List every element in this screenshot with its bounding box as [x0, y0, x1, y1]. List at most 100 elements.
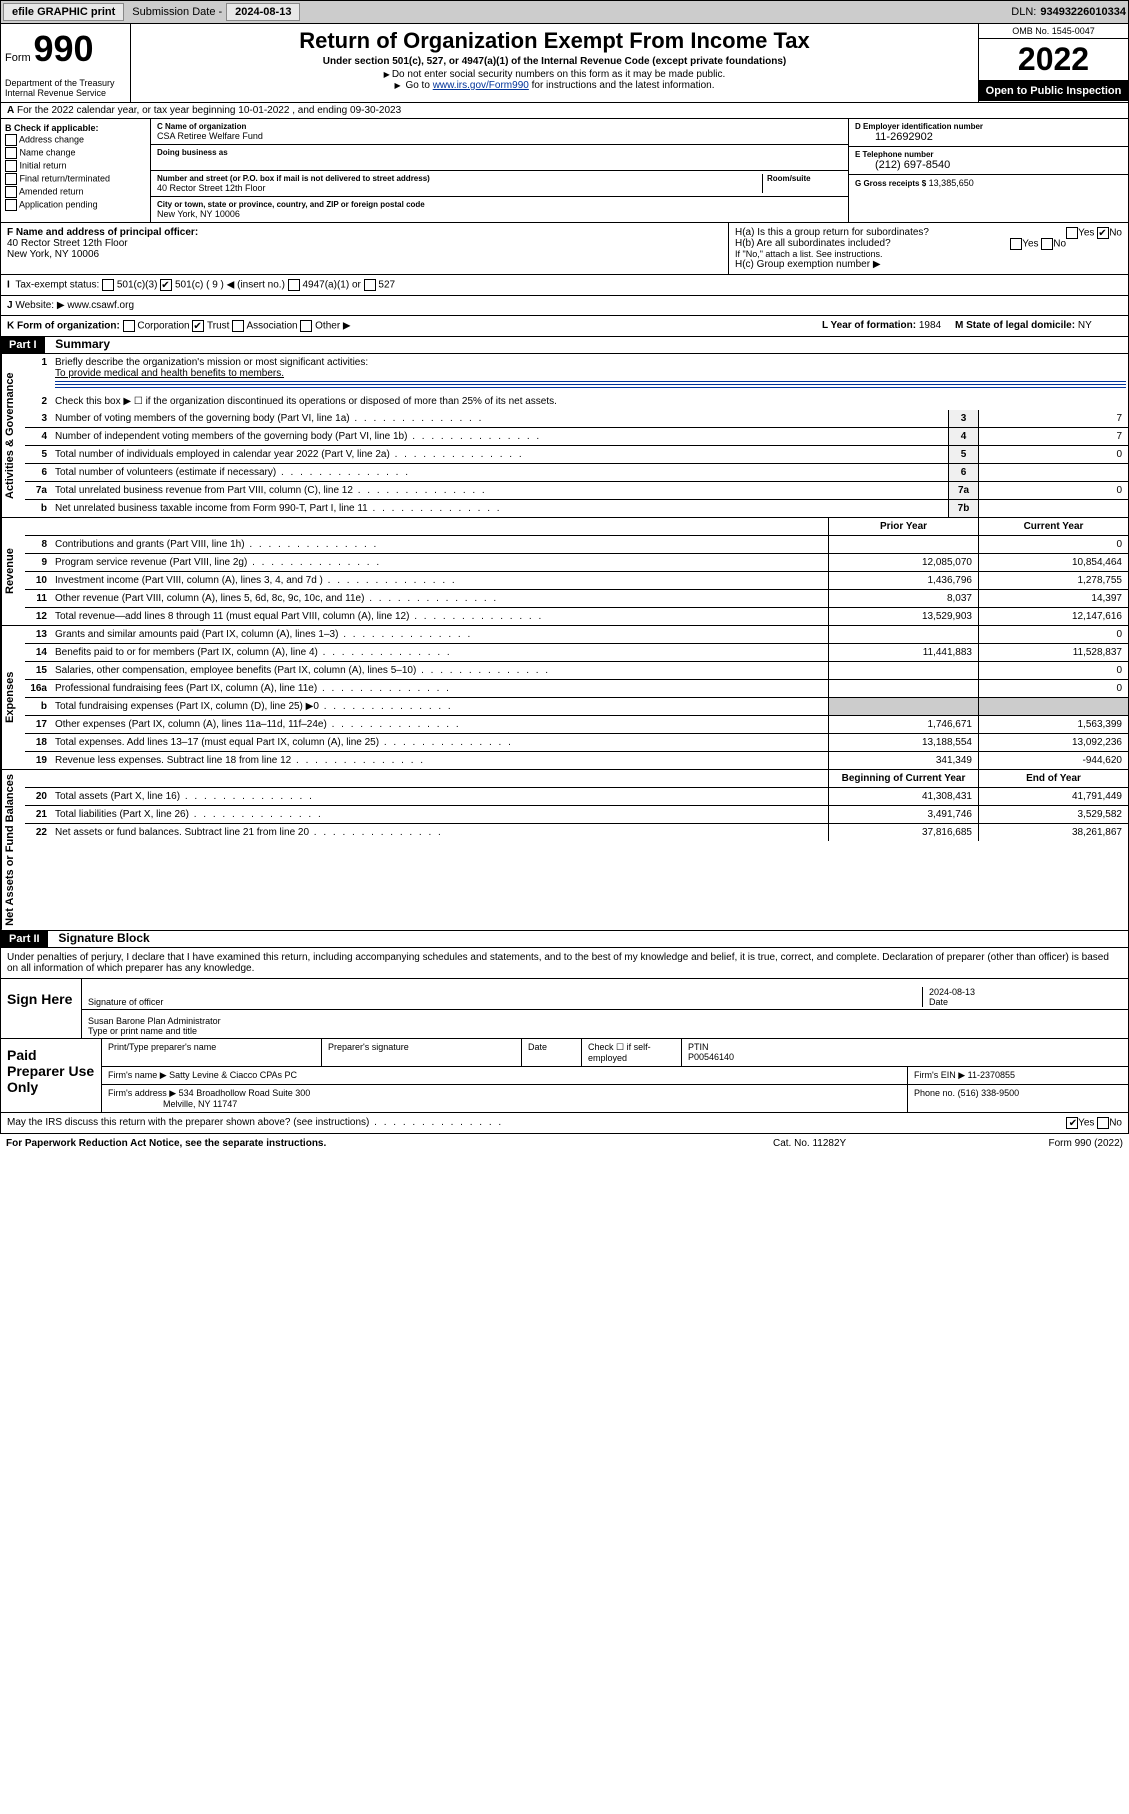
firm-name: Satty Levine & Ciacco CPAs PC: [169, 1070, 297, 1080]
cb-4947[interactable]: [288, 279, 300, 291]
note-link: Go to www.irs.gov/Form990 for instructio…: [135, 80, 974, 91]
sign-here-block: Sign Here Signature of officer 2024-08-1…: [0, 979, 1129, 1039]
gov-row-6: 6 Total number of volunteers (estimate i…: [25, 464, 1128, 482]
gov-row-5: 5 Total number of individuals employed i…: [25, 446, 1128, 464]
line-14: 14 Benefits paid to or for members (Part…: [25, 644, 1128, 662]
mission-text: To provide medical and health benefits t…: [55, 368, 284, 379]
open-public-badge: Open to Public Inspection: [979, 81, 1128, 101]
tab-expenses: Expenses: [1, 626, 25, 769]
tab-netassets: Net Assets or Fund Balances: [1, 770, 25, 930]
ptin-value: P00546140: [688, 1052, 734, 1062]
cb-assoc[interactable]: [232, 320, 244, 332]
expenses-section: Expenses 13 Grants and similar amounts p…: [0, 626, 1129, 770]
form-label: Form: [5, 52, 31, 64]
col-c-org-info: C Name of organization CSA Retiree Welfa…: [151, 119, 848, 222]
officer-addr1: 40 Rector Street 12th Floor: [7, 238, 722, 249]
telephone-value: (212) 697-8540: [855, 159, 1122, 171]
cb-name-change[interactable]: [5, 147, 17, 159]
row-klm: K Form of organization: Corporation Trus…: [0, 316, 1129, 337]
line-19: 19 Revenue less expenses. Subtract line …: [25, 752, 1128, 769]
tax-year: 2022: [979, 39, 1128, 81]
form-number: 990: [33, 28, 93, 69]
cb-initial-return[interactable]: [5, 160, 17, 172]
line-22: 22 Net assets or fund balances. Subtract…: [25, 824, 1128, 841]
cb-corp[interactable]: [123, 320, 135, 332]
tab-revenue: Revenue: [1, 518, 25, 625]
line-17: 17 Other expenses (Part IX, column (A), …: [25, 716, 1128, 734]
netassets-section: Net Assets or Fund Balances Beginning of…: [0, 770, 1129, 931]
discuss-row: May the IRS discuss this return with the…: [0, 1113, 1129, 1134]
cb-501c[interactable]: [160, 279, 172, 291]
firm-addr1: 534 Broadhollow Road Suite 300: [179, 1088, 311, 1098]
row-j-website: J Website: ▶ www.csawf.org: [0, 296, 1129, 316]
cb-address-change[interactable]: [5, 134, 17, 146]
line-15: 15 Salaries, other compensation, employe…: [25, 662, 1128, 680]
part1-header: Part I Summary: [0, 337, 1129, 354]
officer-addr2: New York, NY 10006: [7, 249, 722, 260]
cb-527[interactable]: [364, 279, 376, 291]
cb-ha-yes[interactable]: [1066, 227, 1078, 239]
officer-name: Susan Barone Plan Administrator: [88, 1016, 1122, 1026]
gov-row-7a: 7a Total unrelated business revenue from…: [25, 482, 1128, 500]
line-12: 12 Total revenue—add lines 8 through 11 …: [25, 608, 1128, 625]
cb-hb-yes[interactable]: [1010, 238, 1022, 250]
year-formation: 1984: [919, 320, 941, 331]
paid-preparer-block: Paid Preparer Use Only Print/Type prepar…: [0, 1039, 1129, 1113]
cb-ha-no[interactable]: [1097, 227, 1109, 239]
footer: For Paperwork Reduction Act Notice, see …: [0, 1134, 1129, 1153]
firm-ein: 11-2370855: [968, 1070, 1015, 1080]
dln-value: 93493226010334: [1040, 6, 1126, 18]
org-address: 40 Rector Street 12th Floor: [157, 183, 762, 193]
line-9: 9 Program service revenue (Part VIII, li…: [25, 554, 1128, 572]
cb-application-pending[interactable]: [5, 199, 17, 211]
line-10: 10 Investment income (Part VIII, column …: [25, 572, 1128, 590]
sign-date: 2024-08-13: [929, 987, 1122, 997]
irs-link[interactable]: www.irs.gov/Form990: [433, 80, 529, 91]
line-8: 8 Contributions and grants (Part VIII, l…: [25, 536, 1128, 554]
header-block-bcdefg: B Check if applicable: Address change Na…: [0, 119, 1129, 223]
note-ssn: Do not enter social security numbers on …: [135, 69, 974, 80]
line-11: 11 Other revenue (Part VIII, column (A),…: [25, 590, 1128, 608]
form-header: Form 990 Department of the Treasury Inte…: [0, 24, 1129, 103]
tab-governance: Activities & Governance: [1, 354, 25, 517]
cb-final-return[interactable]: [5, 173, 17, 185]
row-a-tax-year: A For the 2022 calendar year, or tax yea…: [0, 103, 1129, 119]
cb-trust[interactable]: [192, 320, 204, 332]
cb-discuss-no[interactable]: [1097, 1117, 1109, 1129]
top-toolbar: efile GRAPHIC print Submission Date - 20…: [0, 0, 1129, 24]
efile-print-button[interactable]: efile GRAPHIC print: [3, 3, 124, 21]
submission-date-value[interactable]: 2024-08-13: [226, 3, 300, 21]
gov-row-b: b Net unrelated business taxable income …: [25, 500, 1128, 517]
org-name: CSA Retiree Welfare Fund: [157, 131, 842, 141]
signature-declaration: Under penalties of perjury, I declare th…: [0, 948, 1129, 979]
governance-section: Activities & Governance 1 Briefly descri…: [0, 354, 1129, 518]
dln-label: DLN:: [1011, 6, 1036, 18]
line-13: 13 Grants and similar amounts paid (Part…: [25, 626, 1128, 644]
cb-amended-return[interactable]: [5, 186, 17, 198]
submission-date-label: Submission Date -: [132, 6, 222, 18]
org-city: New York, NY 10006: [157, 209, 842, 219]
col-b-checkboxes: B Check if applicable: Address change Na…: [1, 119, 151, 222]
cb-discuss-yes[interactable]: [1066, 1117, 1078, 1129]
gov-row-3: 3 Number of voting members of the govern…: [25, 410, 1128, 428]
website-value: www.csawf.org: [67, 300, 134, 311]
dept-label: Department of the Treasury Internal Reve…: [5, 78, 126, 98]
form-title: Return of Organization Exempt From Incom…: [135, 28, 974, 54]
row-i-tax-status: I Tax-exempt status: 501(c)(3) 501(c) ( …: [0, 275, 1129, 296]
line-20: 20 Total assets (Part X, line 16) 41,308…: [25, 788, 1128, 806]
cb-501c3[interactable]: [102, 279, 114, 291]
gross-receipts-value: 13,385,650: [929, 178, 974, 188]
revenue-section: Revenue Prior Year Current Year 8 Contri…: [0, 518, 1129, 626]
cb-other[interactable]: [300, 320, 312, 332]
line-16a: 16a Professional fundraising fees (Part …: [25, 680, 1128, 698]
firm-addr2: Melville, NY 11747: [163, 1099, 237, 1109]
row-fh: F Name and address of principal officer:…: [0, 223, 1129, 275]
col-deg-numbers: D Employer identification number 11-2692…: [848, 119, 1128, 222]
line-b: b Total fundraising expenses (Part IX, c…: [25, 698, 1128, 716]
state-domicile: NY: [1078, 320, 1092, 331]
form-subtitle: Under section 501(c), 527, or 4947(a)(1)…: [135, 56, 974, 67]
line-18: 18 Total expenses. Add lines 13–17 (must…: [25, 734, 1128, 752]
line-21: 21 Total liabilities (Part X, line 26) 3…: [25, 806, 1128, 824]
cb-hb-no[interactable]: [1041, 238, 1053, 250]
ein-value: 11-2692902: [855, 131, 1122, 143]
